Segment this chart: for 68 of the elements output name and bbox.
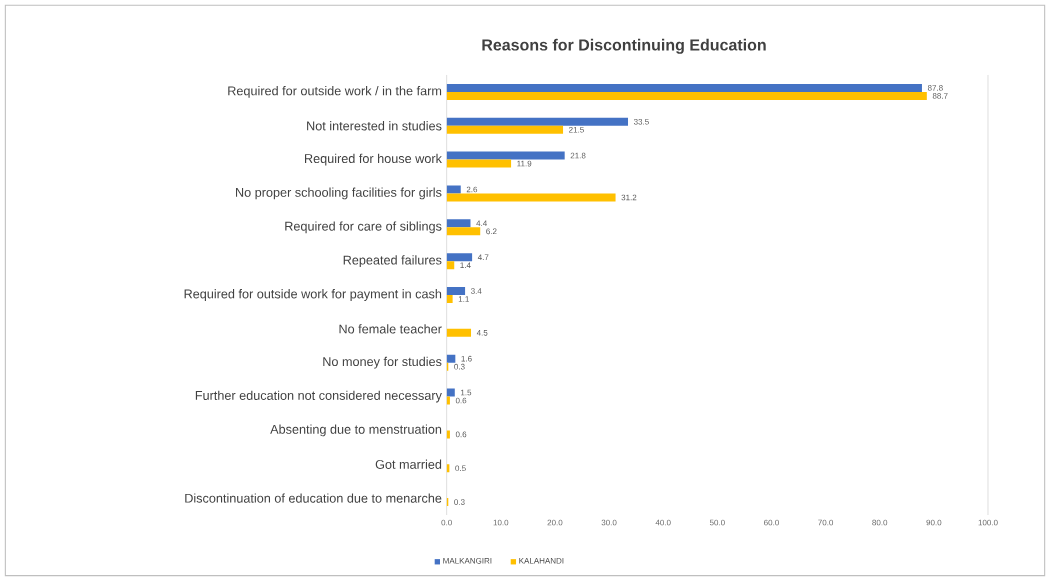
x-tick-label: 60.0 [764, 519, 779, 526]
data-label: 4.7 [477, 254, 489, 260]
bar [446, 219, 471, 228]
bar [446, 354, 456, 363]
y-tick-label: Required for care of siblings [285, 221, 442, 234]
y-tick-label: Further education not considered necessary [195, 390, 442, 403]
data-label: 0.3 [454, 499, 465, 505]
bar [446, 159, 512, 168]
data-label: 2.6 [466, 186, 478, 193]
data-label: 1.4 [460, 262, 471, 268]
bar [446, 83, 922, 92]
x-tick-label: 90.0 [926, 519, 942, 526]
y-tick-label: Required for outside work / in the farm [228, 86, 442, 98]
data-label: 1.6 [461, 355, 472, 362]
data-label: 88.7 [932, 93, 948, 99]
data-label: 1.5 [461, 389, 472, 396]
bar [446, 388, 455, 397]
y-tick-label: Required for outside work for payment in cash [184, 289, 442, 301]
data-label: 0.6 [455, 397, 467, 404]
x-tick-label: 50.0 [709, 519, 725, 526]
bar [446, 328, 472, 337]
x-tick-label: 20.0 [547, 519, 563, 526]
bar [446, 227, 481, 236]
data-label: 87.8 [927, 85, 943, 91]
data-label: 0.3 [454, 363, 465, 370]
data-label: 4.4 [476, 220, 487, 227]
bar [446, 253, 473, 262]
bar [446, 151, 565, 160]
data-label: 6.2 [486, 228, 497, 235]
bar [446, 91, 927, 100]
legend-label: KALAHANDI [519, 558, 564, 564]
y-tick-label: Repeated failures [343, 255, 442, 268]
x-tick-label: 100.0 [978, 519, 998, 526]
y-tick-label: No female teacher [339, 324, 442, 334]
x-tick-label: 70.0 [818, 519, 834, 526]
x-tick-label: 10.0 [493, 519, 509, 526]
x-tick-label: 0.0 [441, 519, 452, 526]
y-tick-label: Discontinuation of education due to menarche [185, 493, 442, 503]
legend-label: MALKANGIRI [443, 558, 492, 564]
bar [446, 125, 564, 134]
bar [446, 295, 453, 303]
x-tick-label: 40.0 [655, 519, 671, 526]
data-label: 0.6 [455, 431, 467, 438]
bar [446, 286, 466, 295]
data-label: 4.5 [476, 330, 488, 336]
y-tick-label: No money for studies [323, 356, 442, 369]
y-tick-label: Required for house work [305, 153, 442, 166]
bar [446, 396, 450, 405]
data-label: 31.2 [621, 194, 637, 201]
data-label: 33.5 [633, 118, 649, 125]
bar [446, 193, 616, 202]
data-label: 21.5 [569, 126, 584, 133]
x-tick-label: 80.0 [872, 519, 888, 526]
data-label: 3.4 [470, 288, 482, 294]
x-tick-label: 30.0 [601, 519, 617, 526]
y-tick-label: Got married [375, 459, 442, 469]
bar [446, 117, 629, 126]
bar [446, 185, 461, 194]
y-tick-label: No proper schooling facilities for girls [236, 187, 442, 200]
data-label: 0.5 [455, 465, 466, 472]
chart-title: Reasons for Discontinuing Education [482, 38, 766, 54]
data-label: 11.9 [517, 160, 532, 167]
bar [446, 261, 455, 270]
bar [446, 430, 450, 439]
y-tick-label: Absenting due to menstruation [270, 424, 442, 437]
data-label: 21.8 [570, 152, 586, 159]
y-tick-label: Not interested in studies [307, 121, 442, 131]
data-label: 1.1 [458, 296, 469, 302]
